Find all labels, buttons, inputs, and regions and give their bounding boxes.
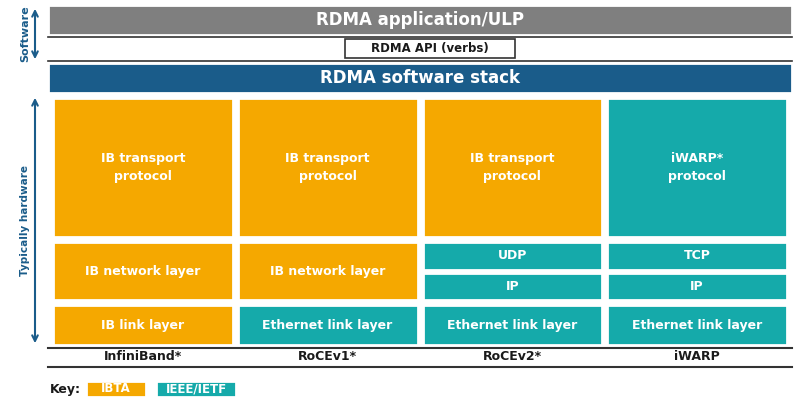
Text: IP: IP xyxy=(690,280,704,293)
FancyBboxPatch shape xyxy=(422,305,602,345)
Text: IB transport
protocol: IB transport protocol xyxy=(470,152,554,183)
FancyBboxPatch shape xyxy=(238,305,418,345)
FancyBboxPatch shape xyxy=(345,39,515,58)
FancyBboxPatch shape xyxy=(53,98,233,237)
Text: IB transport
protocol: IB transport protocol xyxy=(286,152,370,183)
Text: IEEE/IETF: IEEE/IETF xyxy=(166,382,226,396)
Text: RoCEv1*: RoCEv1* xyxy=(298,351,357,363)
Text: InfiniBand*: InfiniBand* xyxy=(104,351,182,363)
Text: Key:: Key: xyxy=(50,382,81,396)
FancyBboxPatch shape xyxy=(156,381,236,397)
FancyBboxPatch shape xyxy=(422,273,602,300)
FancyBboxPatch shape xyxy=(48,63,792,93)
Text: Ethernet link layer: Ethernet link layer xyxy=(447,318,578,332)
Text: Typically hardware: Typically hardware xyxy=(20,165,30,276)
Text: IB transport
protocol: IB transport protocol xyxy=(101,152,185,183)
FancyBboxPatch shape xyxy=(53,305,233,345)
FancyBboxPatch shape xyxy=(86,381,146,397)
FancyBboxPatch shape xyxy=(53,242,233,300)
Text: IB link layer: IB link layer xyxy=(102,318,185,332)
Text: RDMA API (verbs): RDMA API (verbs) xyxy=(371,42,489,55)
Text: Software: Software xyxy=(20,6,30,62)
Text: Ethernet link layer: Ethernet link layer xyxy=(632,318,762,332)
FancyBboxPatch shape xyxy=(48,5,792,35)
FancyBboxPatch shape xyxy=(422,98,602,237)
Text: IB network layer: IB network layer xyxy=(270,264,386,278)
FancyBboxPatch shape xyxy=(607,305,787,345)
Text: IBTA: IBTA xyxy=(101,382,131,396)
Text: IP: IP xyxy=(506,280,519,293)
Text: RDMA application/ULP: RDMA application/ULP xyxy=(316,11,524,29)
Text: iWARP*
protocol: iWARP* protocol xyxy=(668,152,726,183)
FancyBboxPatch shape xyxy=(238,98,418,237)
Text: TCP: TCP xyxy=(684,249,710,262)
FancyBboxPatch shape xyxy=(238,242,418,300)
Text: RDMA software stack: RDMA software stack xyxy=(320,69,520,87)
FancyBboxPatch shape xyxy=(607,273,787,300)
FancyBboxPatch shape xyxy=(422,242,602,270)
Text: Ethernet link layer: Ethernet link layer xyxy=(262,318,393,332)
Text: UDP: UDP xyxy=(498,249,527,262)
FancyBboxPatch shape xyxy=(607,242,787,270)
FancyBboxPatch shape xyxy=(607,98,787,237)
Text: IB network layer: IB network layer xyxy=(85,264,201,278)
Text: iWARP: iWARP xyxy=(674,351,720,363)
Text: RoCEv2*: RoCEv2* xyxy=(483,351,542,363)
